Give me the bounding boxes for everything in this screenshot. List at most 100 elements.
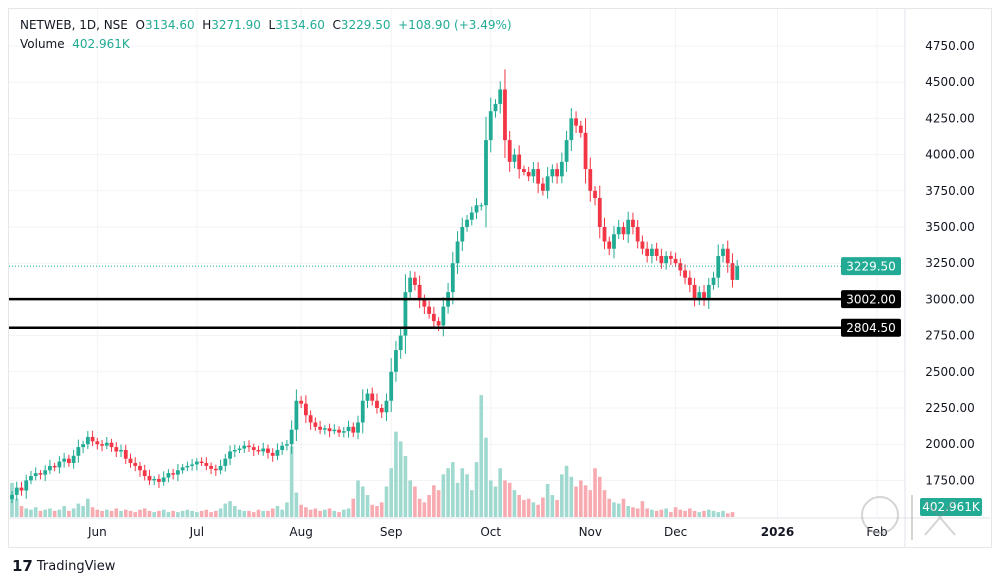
volume-bar xyxy=(436,490,441,517)
candle-body xyxy=(218,465,223,471)
volume-bar xyxy=(71,508,76,517)
candle-body xyxy=(142,470,147,477)
y-tick-label: 3250.00 xyxy=(925,256,975,270)
volume-bar xyxy=(261,510,266,517)
volume-bar xyxy=(356,480,360,517)
candle-body xyxy=(498,89,503,104)
volume-bar xyxy=(247,510,251,517)
volume-bar xyxy=(673,507,678,517)
candle-body xyxy=(194,461,199,465)
candle-body xyxy=(484,140,488,206)
volume-bar xyxy=(161,509,166,517)
candle-body xyxy=(48,465,52,471)
volume-bar xyxy=(346,508,351,517)
candle-body xyxy=(526,171,531,177)
candle-body xyxy=(479,205,484,207)
candle-body xyxy=(597,198,602,227)
y-tick-label: 3500.00 xyxy=(925,220,975,234)
volume-bar xyxy=(138,509,142,517)
tradingview-logo[interactable]: 17 TradingView xyxy=(12,557,115,575)
volume-bar xyxy=(569,476,574,517)
volume-bar xyxy=(299,504,303,517)
x-tick-label: Oct xyxy=(480,525,501,539)
y-tick-label: 4750.00 xyxy=(925,39,975,53)
volume-bar xyxy=(360,486,365,517)
candle-body xyxy=(531,169,536,177)
candle-body xyxy=(303,403,308,416)
candle-body xyxy=(436,321,441,326)
volume-bar xyxy=(266,510,270,517)
volume-bar xyxy=(90,507,95,517)
volume-axis-label: 402.961K xyxy=(922,500,981,514)
volume-bar xyxy=(337,512,341,517)
candle-body xyxy=(280,445,285,450)
chart-frame[interactable] xyxy=(8,8,992,548)
candle-body xyxy=(455,241,460,264)
volume-bar xyxy=(223,503,228,517)
volume-bar xyxy=(574,486,578,517)
ohlc-legend: NETWEB, 1D, NSE O3134.60 H3271.90 L3134.… xyxy=(20,18,512,32)
volume-bar xyxy=(323,509,327,517)
candle-body xyxy=(403,292,408,336)
volume-bar xyxy=(564,465,569,517)
volume-bar xyxy=(417,498,422,517)
candle-body xyxy=(285,444,289,446)
candle-body xyxy=(507,140,512,162)
volume-bar xyxy=(503,480,507,517)
volume-bar xyxy=(327,508,332,517)
volume-bar xyxy=(493,486,498,517)
candle-body xyxy=(209,465,213,469)
volume-bar xyxy=(702,510,706,517)
volume-bar xyxy=(379,502,384,517)
candle-body xyxy=(522,169,526,172)
volume-bar xyxy=(536,504,540,517)
x-tick-label: Feb xyxy=(866,525,887,539)
candle-body xyxy=(81,444,85,448)
volume-bar xyxy=(631,507,635,517)
candle-body xyxy=(308,415,313,423)
candle-body xyxy=(569,118,574,141)
volume-bar xyxy=(635,508,640,517)
candle-body xyxy=(180,467,185,471)
volume-bar xyxy=(52,510,57,517)
high-label: H xyxy=(202,18,212,32)
candle-body xyxy=(512,154,517,162)
volume-bar xyxy=(488,480,493,517)
volume-bar xyxy=(597,476,602,517)
x-tick-label: Dec xyxy=(664,525,687,539)
volume-bar xyxy=(81,506,85,517)
y-tick-label: 2500.00 xyxy=(925,365,975,379)
y-tick-label: 4000.00 xyxy=(925,148,975,162)
candle-body xyxy=(413,277,417,285)
volume-bar xyxy=(62,506,66,517)
x-tick-label: Jul xyxy=(189,525,204,539)
candle-body xyxy=(640,241,645,249)
candle-body xyxy=(450,263,455,293)
candle-body xyxy=(85,436,90,445)
volume-bar xyxy=(706,509,711,517)
volume-bar xyxy=(218,508,223,517)
candle-body xyxy=(635,227,640,242)
candle-body xyxy=(176,470,180,475)
candle-body xyxy=(138,465,142,471)
volume-bar xyxy=(180,510,185,517)
volume-bar xyxy=(725,513,730,517)
candle-body xyxy=(540,183,545,191)
candle-body xyxy=(128,458,133,464)
candle-body xyxy=(166,473,171,478)
candle-body xyxy=(616,227,621,235)
volume-bar xyxy=(294,492,299,517)
volume-bar xyxy=(389,468,393,517)
volume-bar xyxy=(280,509,284,517)
volume-bar xyxy=(232,506,237,517)
candle-body xyxy=(488,111,493,141)
volume-bar xyxy=(545,484,550,517)
volume-bar xyxy=(67,510,71,517)
volume-bar xyxy=(57,509,62,517)
candle-body xyxy=(204,463,209,466)
last-price-badge xyxy=(841,257,901,276)
volume-legend: Volume 402.961K xyxy=(20,37,130,51)
volume-bar xyxy=(100,510,104,517)
x-tick-label: Aug xyxy=(289,525,312,539)
